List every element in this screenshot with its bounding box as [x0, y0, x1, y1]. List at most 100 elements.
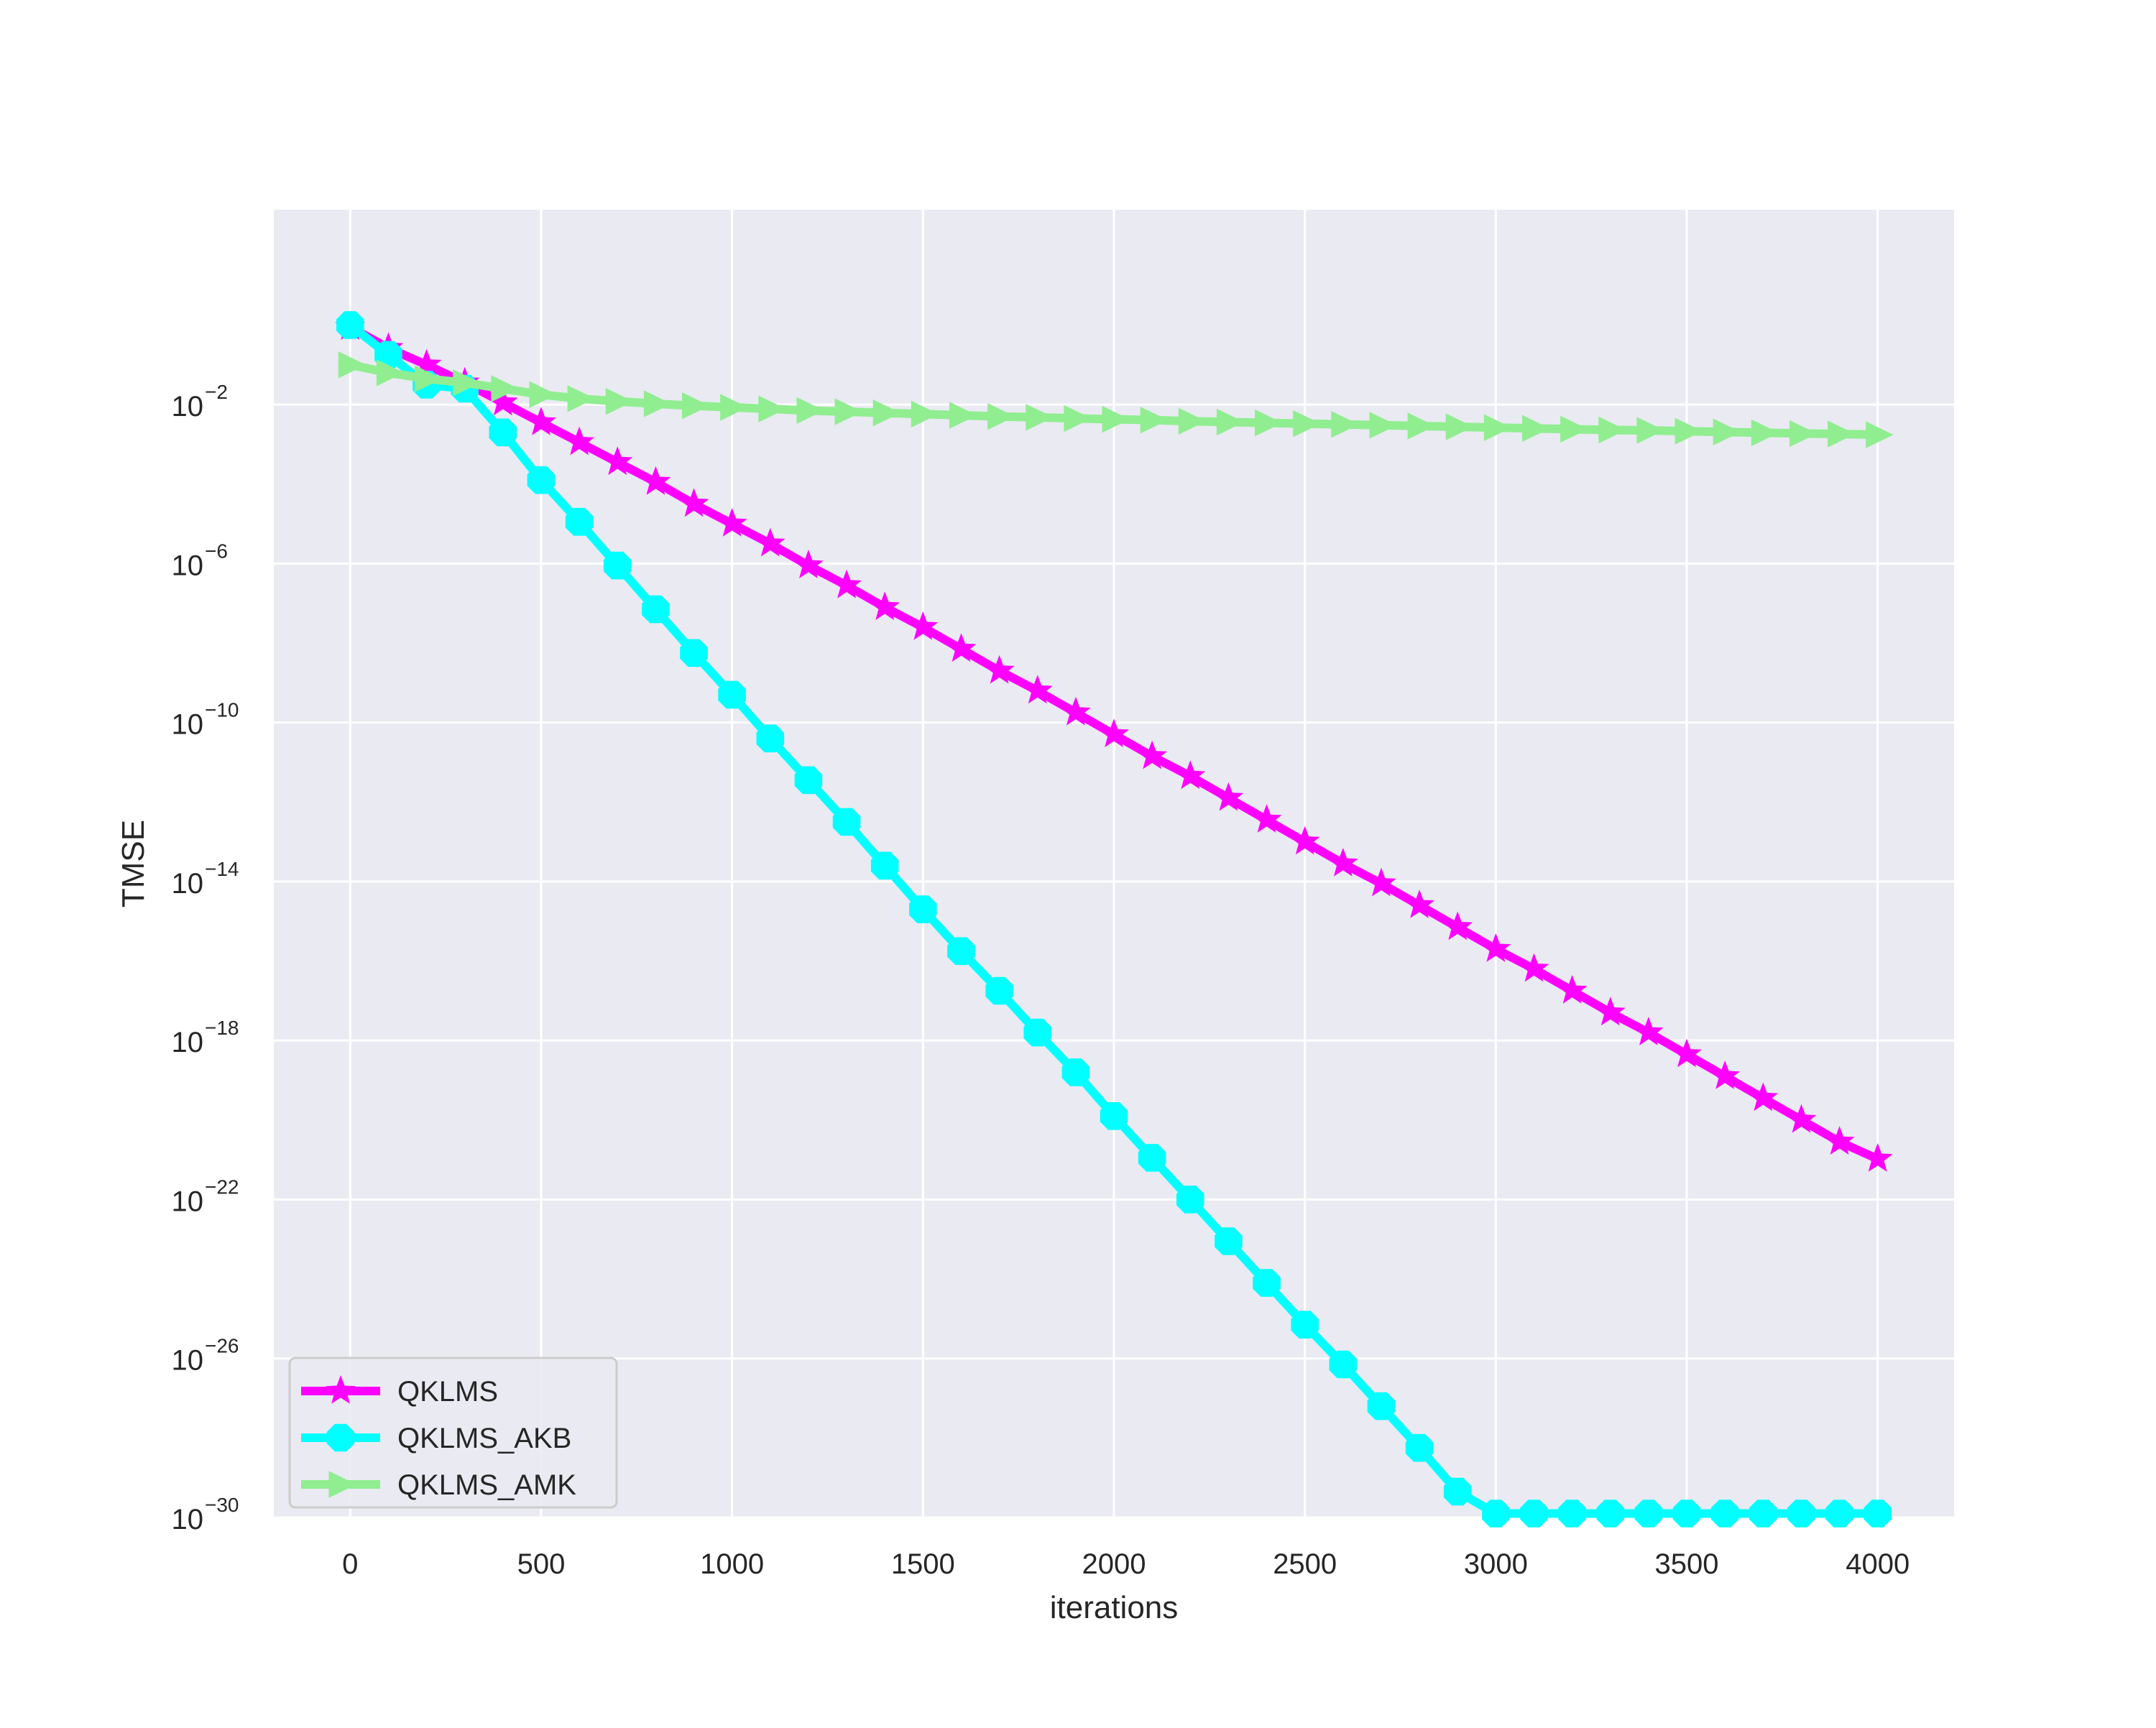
x-tick-label: 3000	[1464, 1548, 1528, 1580]
data-point	[1445, 413, 1474, 440]
data-point	[1520, 1500, 1548, 1528]
data-point	[1787, 1500, 1815, 1528]
data-point	[376, 359, 405, 387]
data-point	[453, 369, 481, 397]
data-point	[720, 394, 748, 421]
legend-swatch-marker	[326, 1423, 355, 1452]
data-point	[1216, 408, 1245, 436]
y-tick-label: 10 −14	[172, 858, 239, 900]
data-point	[1558, 1500, 1586, 1528]
data-point	[796, 397, 824, 425]
data-point	[1329, 1350, 1358, 1379]
data-point	[949, 402, 977, 429]
data-point	[1443, 1477, 1472, 1506]
data-point	[1560, 415, 1588, 443]
data-point	[946, 633, 977, 662]
data-point	[1026, 404, 1054, 431]
y-tick-exponent: −22	[205, 1175, 239, 1198]
data-point	[1480, 933, 1511, 962]
data-point	[564, 426, 594, 456]
data-point	[1596, 1500, 1625, 1528]
legend-item: QKLMS_AMK	[301, 1469, 576, 1501]
y-tick-base: 10	[172, 709, 204, 741]
data-point	[415, 365, 443, 392]
data-point	[1482, 1500, 1510, 1528]
data-point	[487, 387, 518, 416]
x-tick-label: 1500	[891, 1548, 955, 1580]
y-tick-exponent: −6	[205, 540, 228, 562]
data-point	[1789, 420, 1818, 448]
data-point	[1751, 419, 1779, 447]
data-point	[1289, 826, 1320, 855]
data-point	[1331, 411, 1359, 438]
data-point	[529, 381, 557, 408]
legend-item: QKLMS_AKB	[301, 1423, 571, 1454]
data-point	[1825, 1500, 1853, 1528]
data-point	[1327, 848, 1358, 877]
y-tick-exponent: −10	[205, 699, 239, 721]
data-point	[1251, 804, 1282, 833]
y-tick-label: 10 −6	[172, 540, 228, 581]
y-tick-base: 10	[172, 550, 204, 581]
data-point	[756, 724, 785, 753]
y-tick-base: 10	[172, 868, 204, 900]
data-point	[1291, 1311, 1319, 1339]
data-point	[985, 976, 1013, 1005]
legend-swatch-marker	[326, 1375, 356, 1404]
legend-swatch-marker	[328, 1471, 356, 1498]
y-tick-label: 10 −22	[172, 1175, 239, 1217]
data-point	[336, 311, 364, 339]
data-point	[987, 402, 1015, 430]
data-point	[642, 595, 670, 624]
data-point	[1369, 412, 1397, 439]
data-point	[947, 937, 975, 965]
y-tick-base: 10	[172, 1027, 204, 1058]
data-point	[1672, 1038, 1702, 1068]
data-point	[565, 507, 594, 536]
data-point	[758, 395, 786, 422]
series-layer	[335, 311, 1894, 1528]
data-point	[1137, 740, 1168, 770]
data-point	[1749, 1500, 1777, 1528]
data-point	[831, 569, 862, 599]
data-point	[872, 399, 901, 427]
data-point	[870, 851, 899, 880]
data-point	[1672, 1500, 1701, 1528]
y-tick-exponent: −26	[205, 1335, 239, 1357]
data-point	[1748, 1082, 1779, 1112]
data-point	[1064, 405, 1092, 433]
y-axis-label: TMSE	[116, 820, 151, 907]
data-point	[1023, 1018, 1051, 1047]
data-point	[489, 418, 517, 447]
data-point	[870, 591, 900, 620]
data-point	[755, 527, 786, 557]
data-point	[1786, 1104, 1817, 1133]
data-point	[602, 446, 633, 476]
data-point	[411, 348, 442, 378]
data-point	[640, 466, 671, 495]
y-tick-exponent: −30	[205, 1494, 239, 1516]
data-point	[1293, 410, 1321, 438]
y-tick-label: 10 −2	[172, 381, 228, 422]
data-point	[1483, 414, 1512, 441]
x-tick-label: 500	[517, 1548, 566, 1580]
data-point	[909, 895, 937, 923]
data-point	[678, 488, 709, 517]
y-tick-exponent: −18	[205, 1017, 239, 1039]
data-point	[1366, 867, 1396, 897]
data-point	[834, 398, 863, 425]
data-point	[793, 550, 824, 578]
data-point	[527, 466, 556, 494]
y-tick-base: 10	[172, 1504, 204, 1535]
data-point	[1140, 406, 1169, 434]
data-point	[908, 611, 939, 640]
x-tick-label: 0	[342, 1548, 358, 1580]
y-tick-base: 10	[172, 391, 204, 422]
data-point	[1099, 719, 1129, 747]
legend-item: QKLMS	[301, 1375, 498, 1408]
x-tick-label: 4000	[1846, 1548, 1909, 1580]
series-qklms-akb	[336, 311, 1892, 1528]
data-point	[1442, 911, 1473, 941]
data-point	[1175, 760, 1206, 790]
